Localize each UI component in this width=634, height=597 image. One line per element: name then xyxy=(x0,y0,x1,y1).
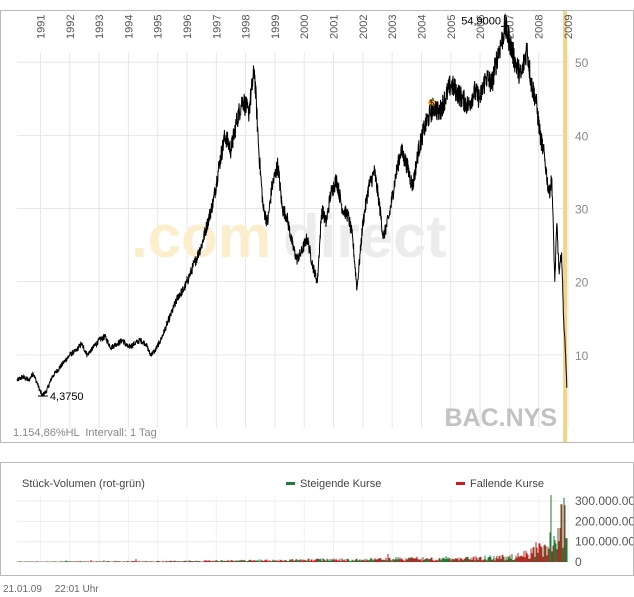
footer-timestamp: 21.01.09 22:01 Uhr xyxy=(3,584,109,595)
volume-tick-2: 100.000.000 xyxy=(575,535,633,549)
min-marker: 4,3750 xyxy=(37,391,84,403)
year-label-2000: 2000 xyxy=(299,15,311,39)
price-tick-50: 50 xyxy=(575,56,589,70)
year-label-2009: 2009 xyxy=(563,15,575,39)
year-label-1994: 1994 xyxy=(123,15,135,39)
volume-tick-3: 0 xyxy=(575,555,582,569)
price-tick-10: 10 xyxy=(575,349,589,363)
price-tick-20: 20 xyxy=(575,276,589,290)
footer-date: 21.01.09 xyxy=(3,584,42,595)
price-tick-30: 30 xyxy=(575,203,589,217)
volume-bars xyxy=(16,495,568,562)
year-label-1998: 1998 xyxy=(241,15,253,39)
dividend-marker-label: $ xyxy=(429,98,434,107)
watermark-com: .com xyxy=(131,203,271,270)
year-label-2005: 2005 xyxy=(446,15,458,39)
year-label-1996: 1996 xyxy=(182,15,194,39)
year-axis-labels: 1991 1992 1993 1994 1995 1996 1997 1998 1999 2000… xyxy=(35,15,575,39)
year-label-1993: 1993 xyxy=(94,15,106,39)
price-tick-40: 40 xyxy=(575,129,589,143)
price-chart-panel: .com direct 1991 1992 1993 1994 1995 1996 1997… xyxy=(0,10,634,443)
year-label-1991: 1991 xyxy=(35,15,47,39)
price-axis-labels: 10 20 30 40 50 xyxy=(575,56,589,363)
legend-falling-label: Fallende Kurse xyxy=(470,478,544,490)
volume-chart: Stück-Volumen (rot-grün) Steigende Kurse… xyxy=(16,478,633,569)
volume-tick-1: 200.000.000 xyxy=(575,514,633,528)
volume-tick-0: 300.000.000 xyxy=(575,494,633,508)
footer-time: 22:01 Uhr xyxy=(54,584,99,595)
chart-stats-text: 1.154,86%HL Intervall: 1 Tag xyxy=(13,427,157,439)
year-label-2001: 2001 xyxy=(329,15,341,39)
volume-title: Stück-Volumen (rot-grün) xyxy=(22,478,145,490)
price-grid xyxy=(17,53,569,428)
current-date-highlight xyxy=(563,11,568,442)
ticker-symbol: BAC.NYS xyxy=(444,404,557,432)
dividend-marker-circle xyxy=(428,98,436,106)
year-label-1997: 1997 xyxy=(211,15,223,39)
year-label-2003: 2003 xyxy=(387,15,399,39)
year-label-2002: 2002 xyxy=(358,15,370,39)
year-label-1995: 1995 xyxy=(153,15,165,39)
price-series-line xyxy=(16,13,568,397)
legend-rising-swatch xyxy=(286,482,295,485)
year-label-2008: 2008 xyxy=(534,15,546,39)
max-marker-label: 54,9000 xyxy=(461,15,501,27)
dividend-marker[interactable]: $ xyxy=(428,98,436,107)
legend-falling-swatch xyxy=(456,482,465,485)
volume-grid xyxy=(17,495,569,563)
max-marker: 54,9000 xyxy=(461,15,509,27)
legend-rising-label: Steigende Kurse xyxy=(300,478,381,490)
year-label-1999: 1999 xyxy=(270,15,282,39)
volume-axis-labels: 300.000.000 200.000.000 100.000.000 0 xyxy=(575,494,633,569)
year-label-2004: 2004 xyxy=(416,15,428,39)
year-label-2006: 2006 xyxy=(475,15,487,39)
min-marker-label: 4,3750 xyxy=(50,391,84,403)
year-label-1992: 1992 xyxy=(65,15,77,39)
volume-chart-panel: Stück-Volumen (rot-grün) Steigende Kurse… xyxy=(0,462,634,576)
price-chart: .com direct 1991 1992 1993 1994 1995 1996 1997… xyxy=(13,11,589,442)
